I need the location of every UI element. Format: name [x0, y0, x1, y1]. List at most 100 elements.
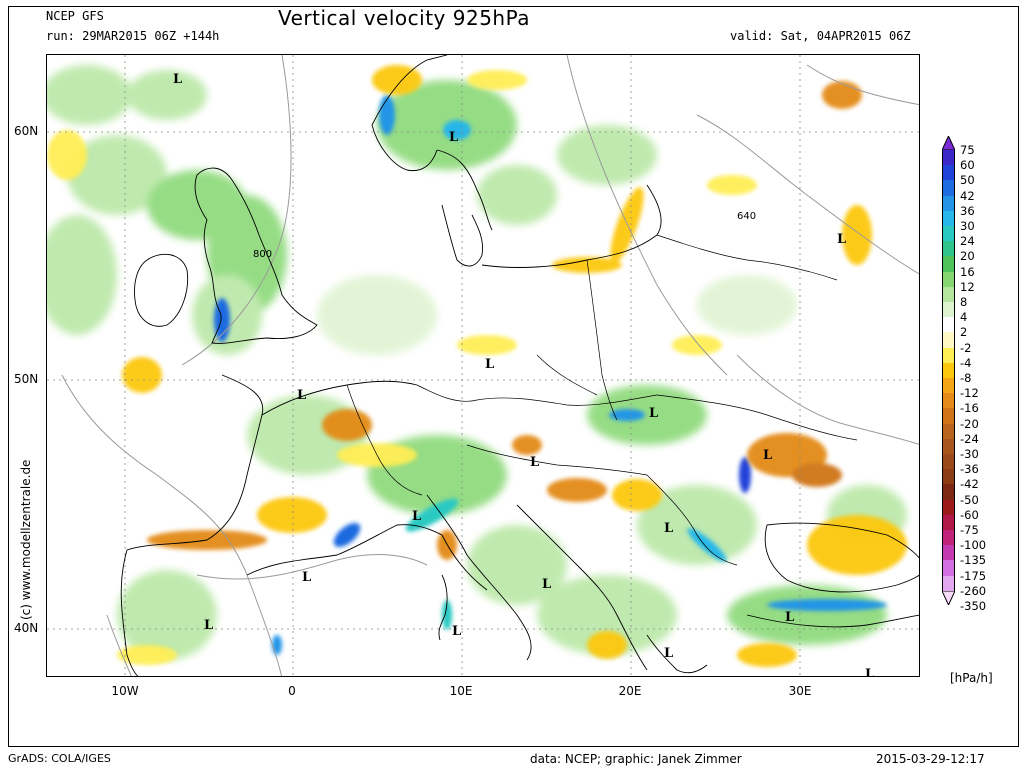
lon-label-10e: 10E	[449, 684, 473, 698]
low-marker: L	[542, 577, 551, 592]
low-marker: L	[763, 448, 772, 463]
colorbar-label: -36	[960, 462, 979, 477]
weather-map: 800 640 L L L L L L L L L L L L L L L L …	[46, 54, 920, 677]
colorbar: 75 60 50 42 36 30 24 20 16 12 8 4 2 -2 -4 -8 -12 -16 -20 -2…	[942, 136, 1012, 626]
colorbar-label: 36	[960, 203, 975, 218]
colorbar-label: -350	[960, 599, 987, 613]
low-marker: L	[297, 388, 306, 403]
colorbar-label: -75	[960, 523, 979, 537]
colorbar-cell	[942, 454, 955, 470]
colorbar-cell	[942, 545, 955, 561]
colorbar-cell	[942, 347, 955, 364]
lon-label-30e: 30E	[788, 684, 812, 698]
low-marker: L	[302, 570, 311, 585]
low-marker: L	[452, 624, 461, 639]
plot-frame	[8, 6, 1019, 747]
low-marker: L	[649, 406, 658, 421]
colorbar-label: 60	[960, 158, 975, 173]
map-canvas: 800 640 L L L L L L L L L L L L L L L L …	[47, 55, 919, 677]
colorbar-label: 75	[960, 143, 975, 157]
colorbar-bottom-arrow	[942, 590, 955, 605]
model-name: NCEP GFS	[46, 9, 104, 23]
low-marker: L	[664, 521, 673, 536]
colorbar-cell	[942, 469, 955, 485]
colorbar-label: -175	[960, 568, 987, 583]
colorbar-label: 2	[960, 325, 968, 340]
colorbar-label: -4	[960, 355, 972, 370]
colorbar-cell	[942, 530, 955, 546]
colorbar-label: -42	[960, 477, 979, 492]
colorbar-top-arrow	[942, 136, 955, 150]
low-marker: L	[173, 72, 182, 87]
grads-credit: GrADS: COLA/IGES	[8, 752, 111, 765]
low-marker: L	[785, 610, 794, 625]
colorbar-cell	[942, 317, 955, 333]
colorbar-label: -24	[960, 431, 979, 446]
colorbar-cell	[942, 408, 955, 425]
colorbar-cell	[942, 256, 955, 273]
lon-label-10w: 10W	[111, 684, 139, 698]
colorbar-cell	[942, 286, 955, 303]
colorbar-cell	[942, 378, 955, 394]
colorbar-cell	[942, 484, 955, 501]
lon-label-20e: 20E	[618, 684, 642, 698]
colorbar-cell	[942, 514, 955, 531]
colorbar-label: 20	[960, 249, 975, 264]
colorbar-cell	[942, 195, 955, 212]
colorbar-cell	[942, 302, 955, 318]
colorbar-cell	[942, 180, 955, 197]
colorbar-label: -16	[960, 401, 979, 416]
colorbar-label: -135	[960, 553, 987, 568]
watermark: (c) www.modellzentrale.de	[19, 459, 33, 620]
colorbar-cell	[942, 165, 955, 181]
lat-label-60n: 60N	[14, 124, 39, 138]
colorbar-cell	[942, 575, 955, 592]
colorbar-label: -50	[960, 492, 979, 507]
coastlines	[120, 55, 919, 676]
low-marker: L	[837, 232, 846, 247]
valid-time: valid: Sat, 04APR2015 06Z	[730, 29, 911, 43]
colorbar-label: -2	[960, 340, 972, 355]
low-marker: L	[664, 646, 673, 661]
colorbar-label: 24	[960, 234, 975, 249]
contour-label-640: 640	[737, 211, 756, 222]
colorbar-cell	[942, 438, 955, 455]
colorbar-cell	[942, 210, 955, 227]
colorbar-label: -100	[960, 538, 987, 553]
colorbar-label: 30	[960, 219, 975, 233]
colorbar-cell	[942, 271, 955, 288]
colorbar-cell	[942, 362, 955, 379]
low-marker: L	[485, 357, 494, 372]
colorbar-label: 50	[960, 173, 975, 188]
colorbar-label: -20	[960, 416, 979, 431]
colorbar-label: 4	[960, 310, 968, 325]
run-info: run: 29MAR2015 06Z +144h	[46, 29, 220, 43]
contour-labels: 800 640	[253, 211, 756, 260]
orange-shading	[47, 65, 907, 667]
lon-label-0: 0	[288, 684, 296, 698]
colorbar-cell	[942, 393, 955, 409]
colorbar-cell	[942, 560, 955, 577]
height-contours	[61, 55, 919, 676]
colorbar-label: -30	[960, 447, 979, 461]
colorbar-label: 42	[960, 188, 975, 203]
colorbar-unit: [hPa/h]	[950, 671, 993, 685]
colorbar-label: 12	[960, 279, 975, 294]
colorbar-label: -8	[960, 371, 972, 385]
colorbar-cell	[942, 150, 955, 166]
colorbar-label: 16	[960, 264, 975, 279]
colorbar-label: -12	[960, 386, 979, 401]
lat-label-50n: 50N	[14, 372, 39, 386]
colorbar-cell	[942, 423, 955, 440]
low-marker: L	[865, 667, 874, 677]
low-marker: L	[412, 509, 421, 524]
low-marker: L	[530, 455, 539, 470]
colorbar-cell	[942, 241, 955, 257]
timestamp: 2015-03-29-12:17	[876, 752, 985, 766]
contour-label-800: 800	[253, 249, 272, 260]
low-markers: L L L L L L L L L L L L L L L L L L	[173, 72, 874, 677]
green-shading	[47, 65, 907, 660]
low-marker: L	[204, 618, 213, 633]
colorbar-cell	[942, 332, 955, 349]
colorbar-cell	[942, 226, 955, 242]
